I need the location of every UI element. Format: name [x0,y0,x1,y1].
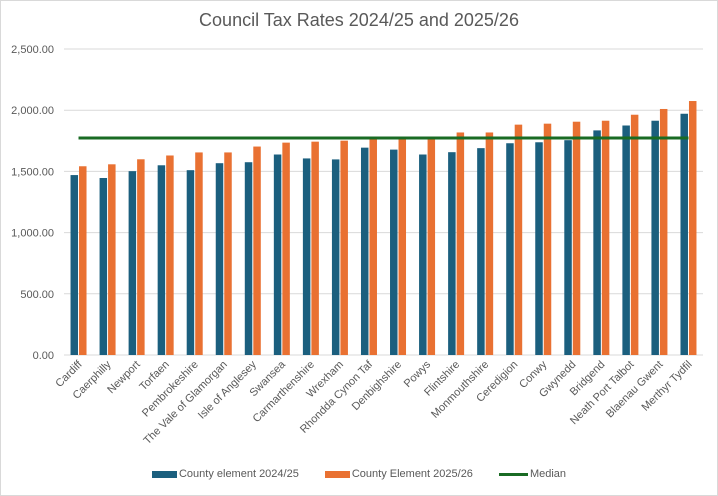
bar-2024-25[interactable] [244,162,253,355]
bar-2024-25[interactable] [128,171,137,355]
bar-2024-25[interactable] [273,154,282,355]
bar-2025-26[interactable] [543,123,552,355]
bar-2024-25[interactable] [593,130,601,355]
bar-2024-25[interactable] [506,143,514,355]
bar-2025-26[interactable] [427,137,436,355]
bar-2025-26[interactable] [688,101,697,356]
bar-2024-25[interactable] [157,165,166,355]
bar-2025-26[interactable] [398,137,407,355]
bar-2025-26[interactable] [659,108,668,355]
legend-item-2025-26[interactable]: County Element 2025/26 [324,468,473,480]
bar-2025-26[interactable] [630,114,639,356]
bar-2024-25[interactable] [651,120,659,355]
chart-title: Council Tax Rates 2024/25 and 2025/26 [199,10,519,30]
y-tick-label: 1,500.00 [11,166,54,178]
legend-swatch-median [498,472,528,476]
bar-2024-25[interactable] [622,125,630,356]
bar-2025-26[interactable] [137,159,145,355]
bar-2025-26[interactable] [166,155,174,355]
bar-2024-25[interactable] [535,142,543,355]
y-tick-label: 0.00 [33,350,54,362]
bar-2025-26[interactable] [253,146,261,355]
bar-2024-25[interactable] [564,140,572,355]
bar-2025-26[interactable] [311,141,319,355]
y-tick-label: 500.00 [20,289,54,301]
legend-item-median[interactable]: Median [498,468,567,480]
bar-2024-25[interactable] [99,178,108,355]
bars [70,101,697,356]
bar-2024-25[interactable] [215,163,224,355]
bar-2025-26[interactable] [514,124,523,356]
bar-2025-26[interactable] [108,164,116,355]
bar-2024-25[interactable] [390,149,398,355]
legend-swatch-2025-26 [324,470,350,478]
legend-label-2024-25: County element 2024/25 [178,468,299,480]
bar-2025-26[interactable] [340,140,348,355]
bar-2025-26[interactable] [369,137,377,355]
legend-item-2024-25[interactable]: County element 2024/25 [151,468,299,480]
bar-2024-25[interactable] [360,147,369,355]
legend: County element 2024/25 County Element 20… [0,468,718,480]
bar-2024-25[interactable] [419,154,427,355]
y-tick-label: 1,000.00 [11,228,54,240]
bar-2025-26[interactable] [79,166,87,355]
bar-2024-25[interactable] [680,113,688,355]
bar-2025-26[interactable] [572,121,581,355]
legend-label-median: Median [529,468,567,480]
x-tick-label: Newport [105,359,142,396]
bar-2024-25[interactable] [477,148,485,355]
bar-2024-25[interactable] [186,170,195,355]
bar-2025-26[interactable] [224,152,232,355]
legend-label-2025-26: County Element 2025/26 [351,468,473,480]
x-axis-tick-labels: CardiffCaerphillyNewportTorfaenPembrokes… [53,358,694,447]
bar-2024-25[interactable] [302,158,311,355]
bar-2025-26[interactable] [195,152,203,355]
y-tick-label: 2,000.00 [11,105,54,117]
bar-2024-25[interactable] [448,152,456,355]
bar-2024-25[interactable] [70,175,79,355]
bar-2025-26[interactable] [456,132,465,355]
bar-2025-26[interactable] [601,120,610,355]
bar-2024-25[interactable] [331,159,340,355]
bar-2025-26[interactable] [485,132,494,355]
y-axis-tick-labels: 0.00 500.00 1,000.00 1,500.00 2,000.00 2,500.… [11,44,54,362]
legend-swatch-2024-25 [151,470,177,478]
y-tick-label: 2,500.00 [11,44,54,56]
bar-2025-26[interactable] [282,142,290,355]
